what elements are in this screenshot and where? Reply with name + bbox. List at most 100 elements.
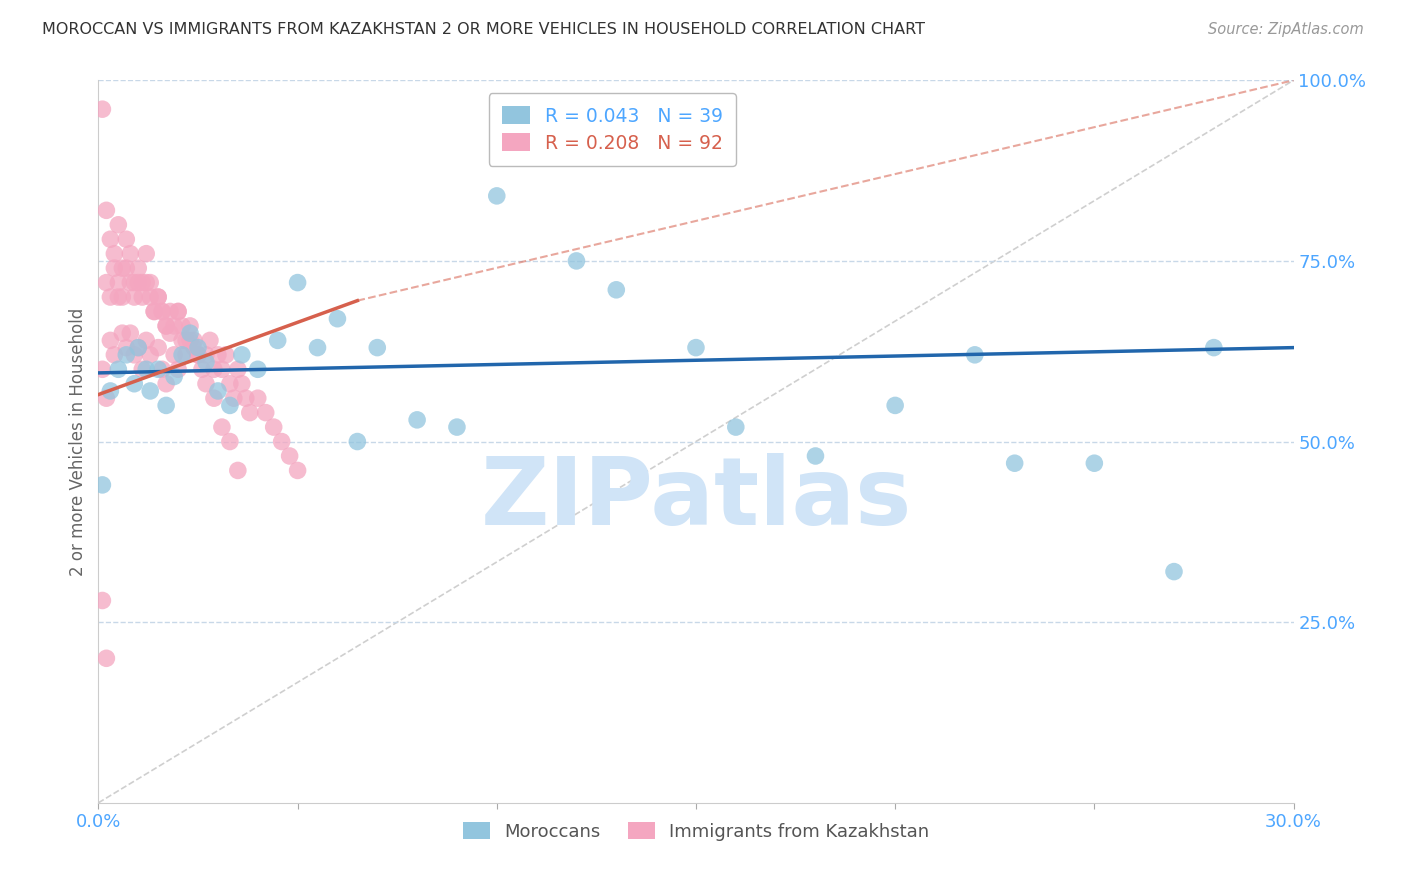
Point <box>163 318 186 333</box>
Point <box>115 341 138 355</box>
Point <box>163 369 186 384</box>
Point <box>198 334 221 348</box>
Point <box>187 348 209 362</box>
Point <box>235 391 257 405</box>
Point <box>179 326 201 340</box>
Point <box>135 334 157 348</box>
Point <box>191 362 214 376</box>
Point <box>127 261 149 276</box>
Point <box>120 326 142 340</box>
Point <box>179 334 201 348</box>
Point <box>215 348 238 362</box>
Point <box>884 398 907 412</box>
Point <box>231 348 253 362</box>
Point <box>219 434 242 449</box>
Point <box>174 348 197 362</box>
Point <box>246 391 269 405</box>
Point <box>167 304 190 318</box>
Point <box>139 276 162 290</box>
Text: MOROCCAN VS IMMIGRANTS FROM KAZAKHSTAN 2 OR MORE VEHICLES IN HOUSEHOLD CORRELATI: MOROCCAN VS IMMIGRANTS FROM KAZAKHSTAN 2… <box>42 22 925 37</box>
Point <box>127 341 149 355</box>
Point <box>963 348 986 362</box>
Point <box>172 318 194 333</box>
Text: ZIPatlas: ZIPatlas <box>481 453 911 545</box>
Point <box>278 449 301 463</box>
Point <box>150 304 173 318</box>
Point <box>159 304 181 318</box>
Point <box>254 406 277 420</box>
Point <box>111 326 134 340</box>
Point <box>111 261 134 276</box>
Point <box>91 362 114 376</box>
Point <box>107 276 129 290</box>
Point <box>287 463 309 477</box>
Point <box>127 276 149 290</box>
Text: Source: ZipAtlas.com: Source: ZipAtlas.com <box>1208 22 1364 37</box>
Point <box>139 290 162 304</box>
Point <box>96 203 118 218</box>
Point <box>211 362 233 376</box>
Point <box>287 276 309 290</box>
Point <box>172 348 194 362</box>
Point <box>155 376 177 391</box>
Point <box>231 376 253 391</box>
Point <box>150 362 173 376</box>
Point <box>159 326 181 340</box>
Point <box>120 276 142 290</box>
Point <box>167 304 190 318</box>
Point <box>195 348 218 362</box>
Point <box>211 420 233 434</box>
Point <box>131 290 153 304</box>
Point <box>150 304 173 318</box>
Point <box>1004 456 1026 470</box>
Point <box>98 232 122 246</box>
Point <box>96 276 118 290</box>
Point <box>96 651 118 665</box>
Point <box>124 348 146 362</box>
Point <box>98 334 122 348</box>
Point <box>124 276 146 290</box>
Point <box>307 341 329 355</box>
Point <box>207 384 229 398</box>
Point <box>103 246 125 260</box>
Point <box>120 246 142 260</box>
Point <box>155 398 177 412</box>
Point <box>167 362 190 376</box>
Point <box>605 283 627 297</box>
Point <box>124 290 146 304</box>
Point <box>115 348 138 362</box>
Point <box>111 290 134 304</box>
Point <box>103 261 125 276</box>
Point <box>98 384 122 398</box>
Y-axis label: 2 or more Vehicles in Household: 2 or more Vehicles in Household <box>69 308 87 575</box>
Point <box>107 362 129 376</box>
Point <box>183 341 205 355</box>
Point <box>246 362 269 376</box>
Point <box>98 290 122 304</box>
Point <box>202 362 225 376</box>
Point <box>226 362 249 376</box>
Point <box>485 189 508 203</box>
Point <box>135 276 157 290</box>
Point <box>143 304 166 318</box>
Point <box>207 348 229 362</box>
Point <box>143 304 166 318</box>
Point <box>148 362 170 376</box>
Point <box>163 348 186 362</box>
Point <box>96 391 118 405</box>
Point <box>1163 565 1185 579</box>
Point <box>202 391 225 405</box>
Point <box>804 449 827 463</box>
Point <box>148 341 170 355</box>
Point <box>127 341 149 355</box>
Point <box>326 311 349 326</box>
Point <box>103 348 125 362</box>
Point <box>187 348 209 362</box>
Point <box>187 341 209 355</box>
Point <box>270 434 292 449</box>
Point <box>239 406 262 420</box>
Point <box>91 102 114 116</box>
Point <box>148 290 170 304</box>
Point <box>183 334 205 348</box>
Point <box>135 246 157 260</box>
